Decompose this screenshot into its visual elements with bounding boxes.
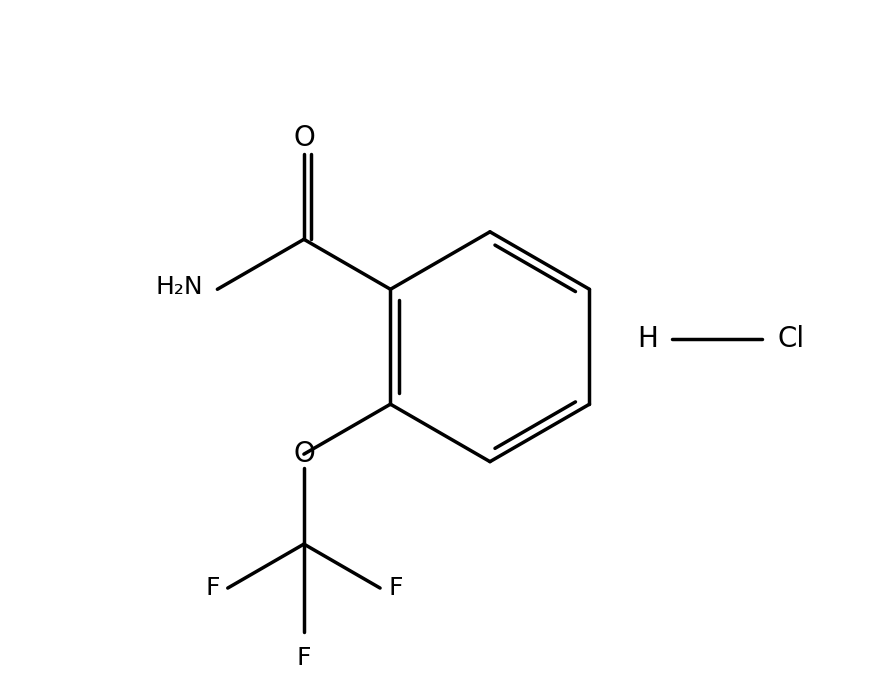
Text: Cl: Cl xyxy=(778,325,805,353)
Text: O: O xyxy=(293,125,315,152)
Text: H: H xyxy=(637,325,658,353)
Text: F: F xyxy=(206,576,220,600)
Text: O: O xyxy=(293,440,315,468)
Text: F: F xyxy=(388,576,402,600)
Text: H₂N: H₂N xyxy=(156,276,204,299)
Text: F: F xyxy=(297,646,311,670)
